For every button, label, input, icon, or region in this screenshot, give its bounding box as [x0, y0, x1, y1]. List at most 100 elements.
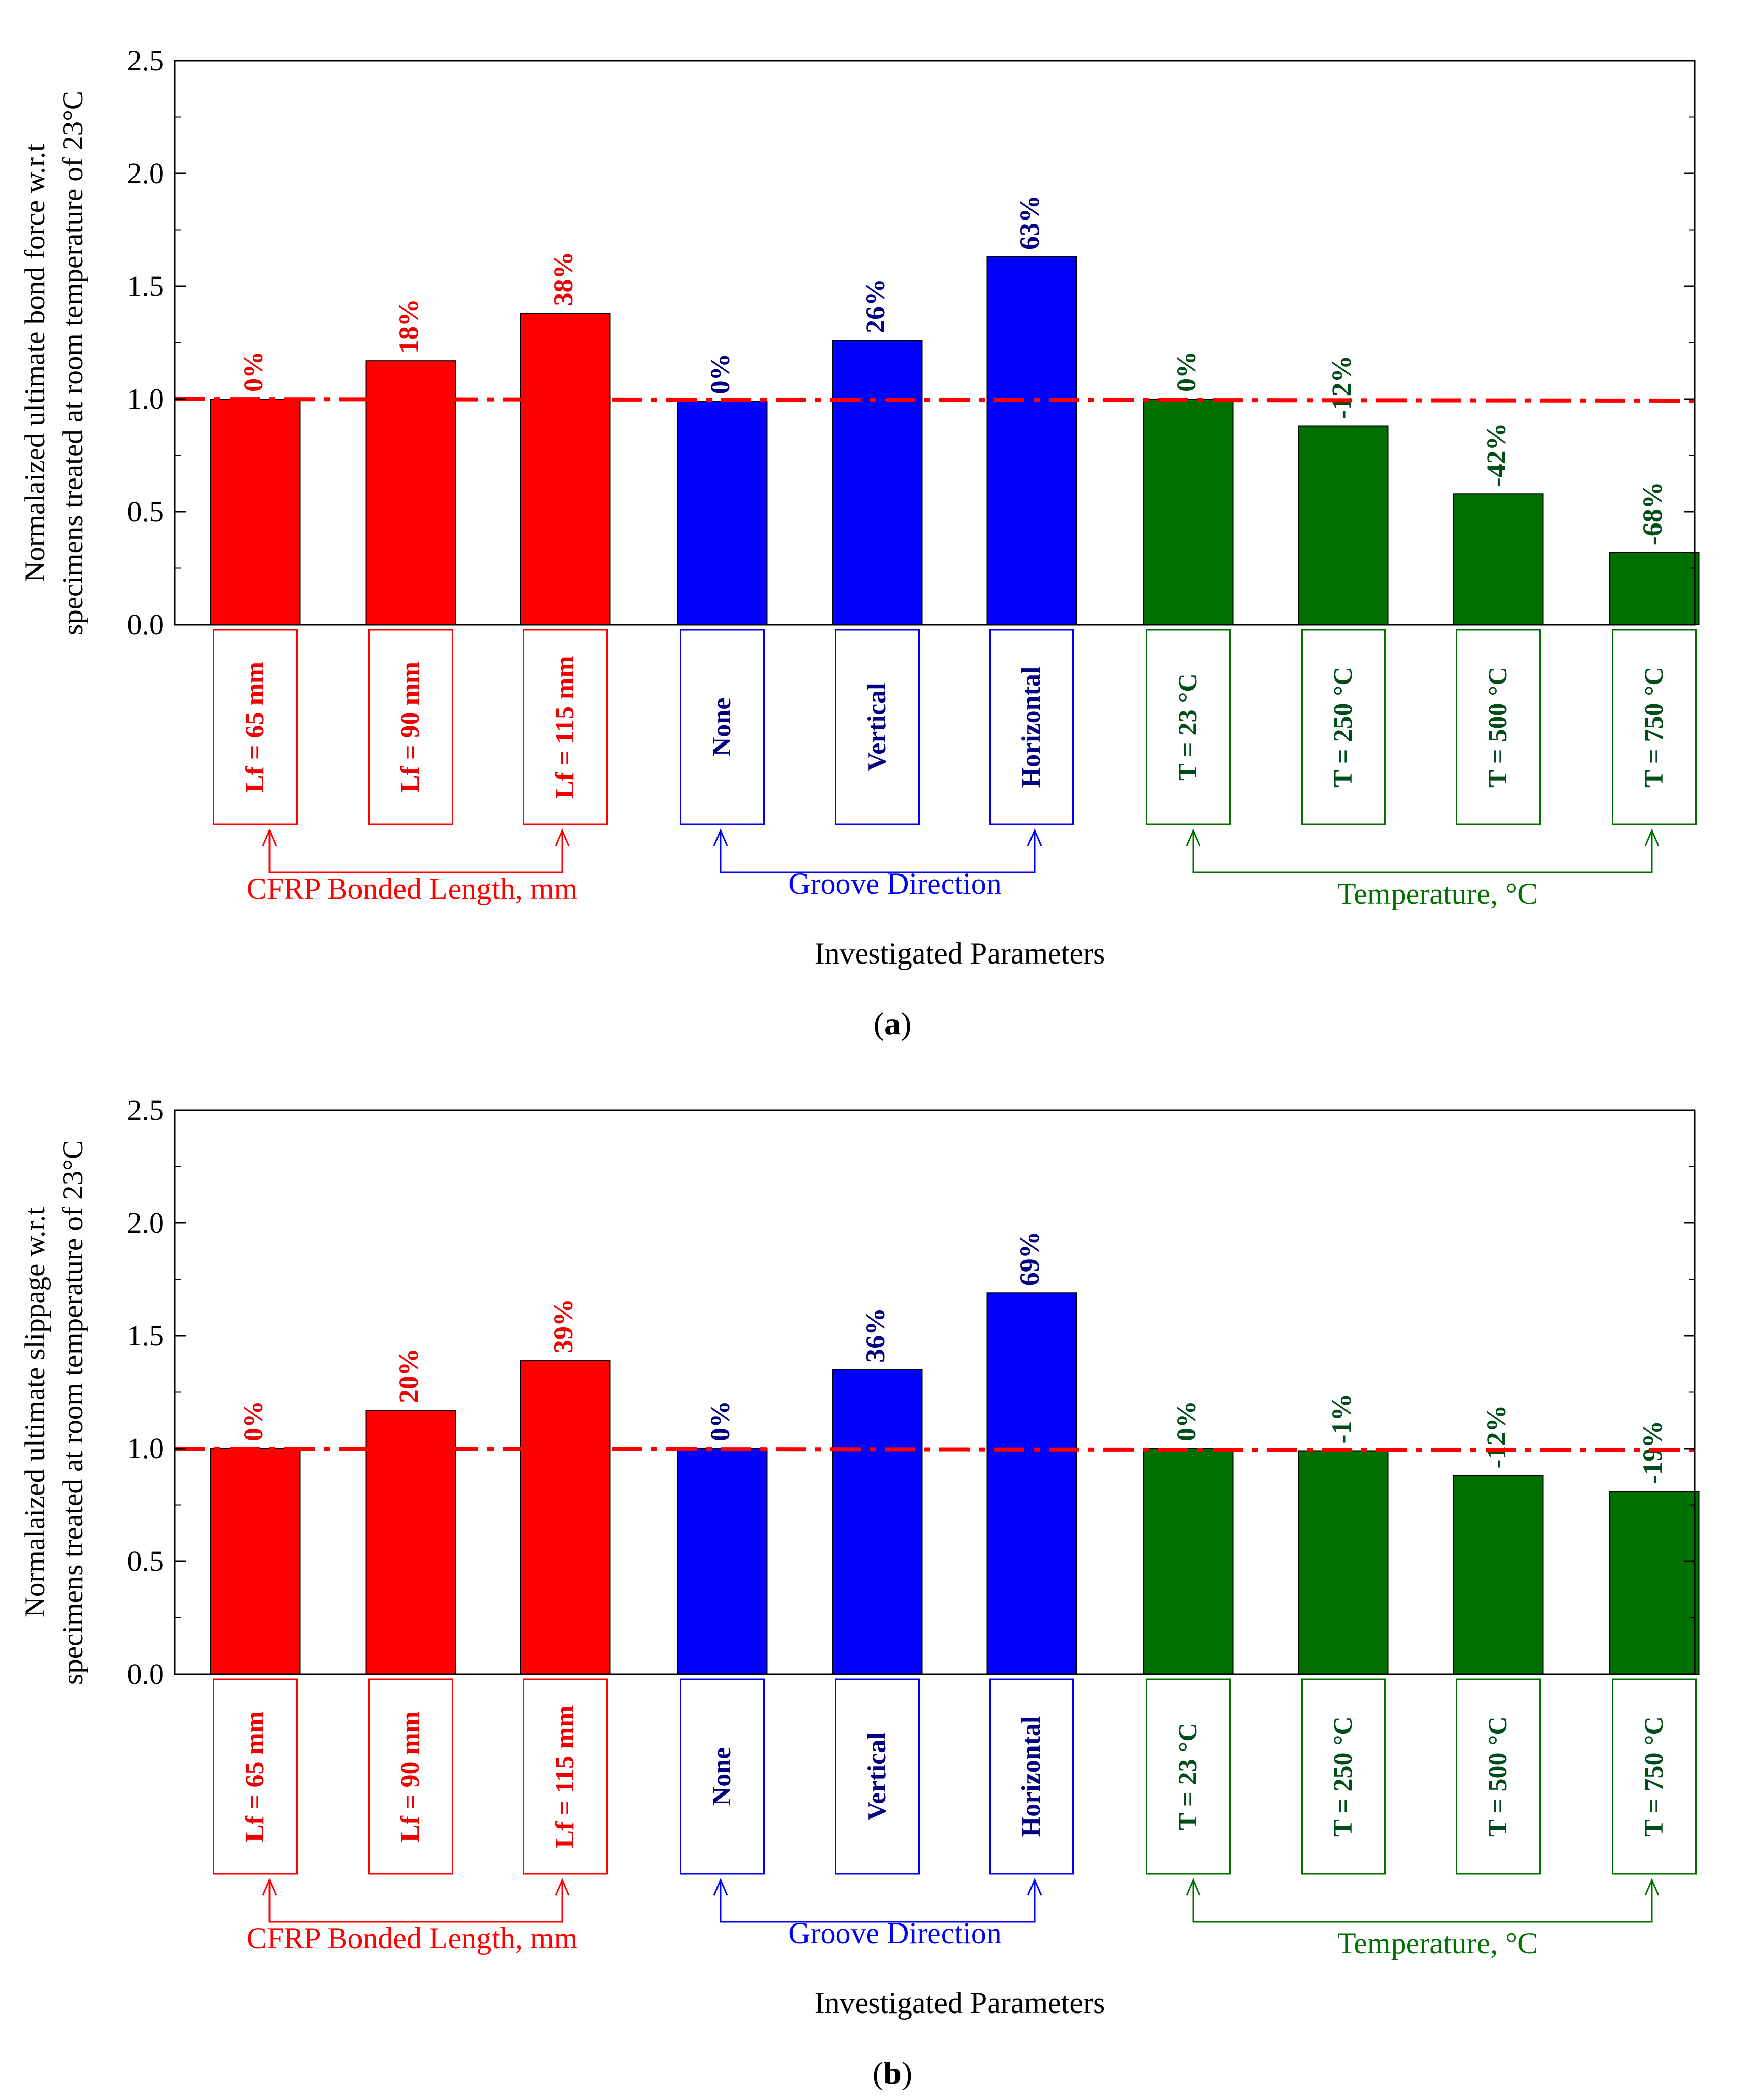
category-label-2: Lf = 90 mm	[396, 662, 425, 793]
arrow-head	[1644, 1878, 1660, 1896]
arrow-head	[555, 828, 570, 846]
data-label-8: -1%	[1326, 1393, 1357, 1443]
bar-10	[1609, 1491, 1700, 1675]
category-label-10: T = 750 °C	[1640, 667, 1669, 788]
panel-label-letter: a	[884, 1005, 901, 1041]
y-tick-label: 2.0	[127, 1206, 164, 1239]
bar-3	[520, 1360, 611, 1675]
bracket-hitbox	[270, 1880, 562, 1922]
category-box-5	[835, 629, 920, 825]
group-label-2: Groove Direction	[788, 1916, 1002, 1950]
bar-4	[677, 1448, 768, 1675]
category-label-5: Vertical	[863, 683, 891, 771]
chart-panel-a: 0% 18% 38% 0% 26% 63% 0% -12% -42% -68% 0.0 0.5 1.0 1…	[19, 44, 1700, 1041]
bar-6	[986, 256, 1077, 625]
panel-label: (a)	[874, 1005, 912, 1041]
category-label-2: Lf = 90 mm	[396, 1711, 425, 1842]
bracket-line	[1192, 830, 1653, 873]
bracket-line	[720, 830, 1036, 873]
data-label-9: -12%	[1481, 1405, 1511, 1469]
arrow-head	[1186, 828, 1201, 846]
y-tick-label: 1.0	[127, 1432, 164, 1465]
bar-2	[365, 360, 456, 625]
arrow-head	[713, 1878, 728, 1896]
y-axis-label-line2: specimens treated at room temperature of…	[57, 91, 89, 635]
category-label-1: Lf = 65 mm	[241, 662, 270, 793]
data-label-9: -42%	[1481, 423, 1511, 487]
group-label-1: CFRP Bonded Length, mm	[247, 1921, 578, 1955]
data-label-6: 63%	[1014, 195, 1045, 250]
category-box-6	[989, 1678, 1074, 1875]
category-label-7: T = 23 °C	[1174, 673, 1202, 781]
arrow-head	[713, 828, 728, 846]
group-bracket-1	[262, 1878, 570, 1923]
category-label-8: T = 250 °C	[1329, 1716, 1358, 1837]
category-label-1: Lf = 65 mm	[241, 1711, 270, 1842]
bracket-hitbox	[1193, 1880, 1652, 1922]
category-box-1	[213, 1678, 298, 1875]
bar-5	[832, 340, 923, 625]
bracket-line	[268, 1880, 563, 1923]
category-box-2	[368, 629, 453, 825]
panel-label-open: (	[874, 1005, 884, 1041]
data-label-2: 20%	[393, 1348, 424, 1403]
reference-line	[174, 397, 1695, 403]
arrow-head	[1027, 828, 1042, 846]
data-label-5: 26%	[860, 279, 890, 333]
bar-7	[1143, 399, 1234, 625]
bracket-hitbox	[721, 1880, 1035, 1922]
category-label-10: T = 750 °C	[1640, 1716, 1669, 1837]
category-box-4	[680, 1678, 765, 1875]
category-label-6: Horizontal	[1017, 667, 1046, 788]
panel-label-open: (	[873, 2055, 883, 2091]
bar-1	[210, 399, 301, 625]
category-label-3: Lf = 115 mm	[551, 655, 579, 798]
y-tick-label: 0.5	[127, 495, 164, 528]
category-box-7	[1146, 629, 1231, 825]
data-label-3: 38%	[548, 252, 578, 307]
bar-3	[520, 313, 611, 625]
group-bracket-2	[713, 1878, 1042, 1923]
category-box-1	[213, 629, 298, 825]
category-label-8: T = 250 °C	[1329, 667, 1358, 788]
bar-5	[832, 1369, 923, 1675]
category-box-8	[1301, 629, 1386, 825]
category-box-10	[1612, 1678, 1697, 1875]
bar-7	[1143, 1448, 1234, 1675]
bracket-line	[1192, 1880, 1653, 1923]
bar-8	[1298, 425, 1389, 626]
reference-line	[174, 1447, 1695, 1452]
x-axis-label: Investigated Parameters	[815, 937, 1105, 970]
bar-4	[677, 401, 768, 626]
data-label-8: -12%	[1326, 356, 1357, 419]
arrow-head	[262, 828, 277, 846]
group-label-3: Temperature, °C	[1337, 877, 1538, 910]
group-bracket-3	[1186, 1878, 1660, 1923]
arrow-head	[555, 1878, 570, 1896]
data-label-10: -68%	[1637, 482, 1668, 545]
category-box-7	[1146, 1678, 1231, 1875]
category-label-3: Lf = 115 mm	[551, 1705, 579, 1848]
data-label-4: 0%	[705, 1401, 735, 1441]
y-axis-label-line1: Normalaized ultimate bond force w.r.t	[19, 144, 51, 582]
bar-9	[1453, 493, 1544, 625]
group-label-1: CFRP Bonded Length, mm	[247, 872, 578, 905]
data-label-2: 18%	[393, 299, 424, 354]
category-label-7: T = 23 °C	[1174, 1723, 1202, 1830]
bracket-hitbox	[721, 830, 1035, 872]
y-axis-label-line1: Normalaized ultimate slippage w.r.t	[19, 1207, 51, 1618]
category-label-4: None	[707, 698, 736, 757]
bar-2	[365, 1410, 456, 1675]
panel-label: (b)	[873, 2055, 912, 2091]
data-label-5: 36%	[860, 1308, 890, 1363]
y-tick-label: 0.5	[127, 1545, 164, 1578]
panel-label-close: )	[902, 2055, 912, 2091]
category-box-9	[1456, 629, 1541, 825]
bar-6	[986, 1292, 1077, 1675]
data-label-3: 39%	[548, 1299, 578, 1353]
category-box-3	[523, 629, 608, 825]
panel-label-letter: b	[883, 2055, 902, 2091]
data-label-7: 0%	[1171, 1401, 1201, 1441]
data-label-1: 0%	[238, 1401, 268, 1441]
y-tick-label: 1.5	[127, 1319, 164, 1352]
